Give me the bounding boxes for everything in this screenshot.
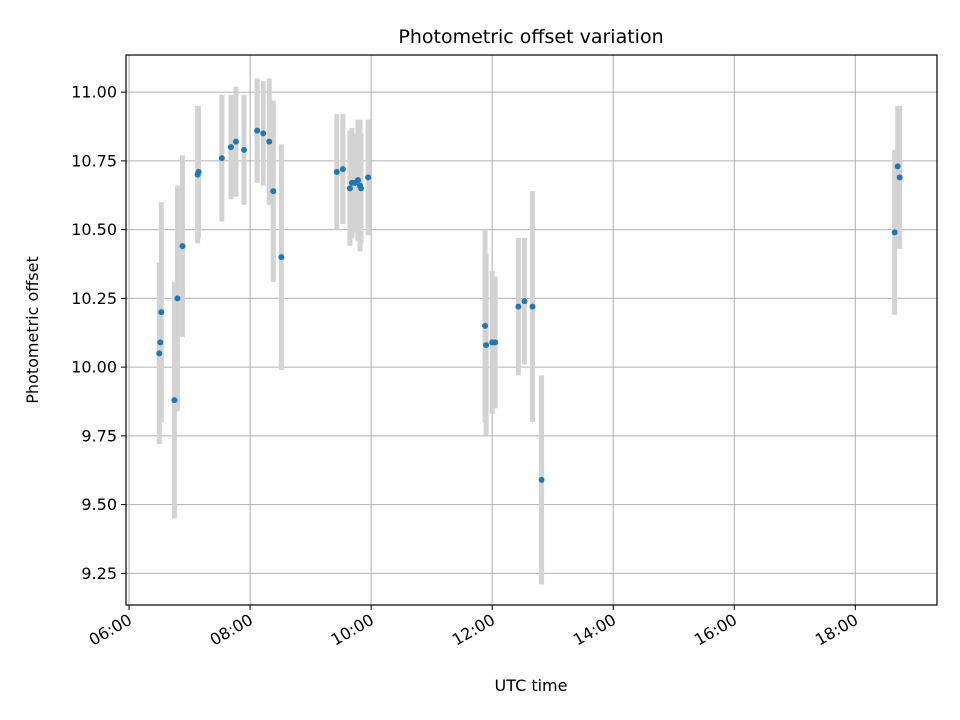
data-point: [254, 127, 261, 134]
y-tick-label: 9.25: [81, 564, 117, 583]
y-axis-label: Photometric offset: [23, 256, 42, 404]
data-point: [482, 322, 489, 329]
data-point: [278, 254, 285, 261]
y-tick-label: 9.50: [81, 495, 117, 514]
x-tick-label: 16:00: [691, 610, 740, 650]
chart-title: Photometric offset variation: [398, 26, 663, 48]
plot-frame: [125, 54, 938, 606]
y-tick-label: 9.75: [81, 426, 117, 445]
x-tick-label: 08:00: [207, 610, 256, 650]
x-tick-label: 12:00: [449, 610, 498, 650]
data-point: [241, 146, 248, 153]
x-tick-label: 18:00: [812, 610, 861, 650]
x-axis-label: UTC time: [495, 676, 568, 695]
data-point: [355, 177, 362, 184]
data-point: [538, 476, 545, 483]
data-point: [174, 295, 181, 302]
data-point: [483, 342, 490, 349]
error-bars: [156, 78, 903, 585]
y-tick-label: 11.00: [71, 83, 117, 102]
data-point: [266, 138, 273, 145]
data-point: [339, 166, 346, 173]
data-point: [260, 130, 267, 137]
data-point: [171, 397, 178, 404]
data-point: [179, 243, 186, 250]
data-point: [270, 188, 277, 195]
data-point: [346, 185, 353, 192]
data-point: [158, 309, 165, 316]
y-tick-label: 10.00: [71, 358, 117, 377]
y-tick-label: 10.50: [71, 220, 117, 239]
data-point: [358, 185, 365, 192]
data-point: [492, 339, 499, 346]
data-point: [896, 174, 903, 181]
data-point: [232, 138, 239, 145]
data-point: [521, 298, 528, 305]
data-point: [529, 303, 536, 310]
data-point: [894, 163, 901, 170]
data-point: [218, 155, 225, 162]
data-point: [891, 229, 898, 236]
data-points: [156, 127, 903, 483]
y-axis-ticks: 9.25 9.50 9.75 10.00 10.25 10.50 10.75 11.00: [71, 83, 126, 583]
x-axis-ticks: 06:00 08:00 10:00 12:00 14:00 16:00 18:00: [86, 605, 861, 650]
x-tick-label: 10:00: [328, 610, 377, 650]
data-point: [365, 174, 372, 181]
data-point: [157, 339, 164, 346]
y-tick-label: 10.75: [71, 151, 117, 170]
data-point: [195, 168, 202, 175]
x-tick-label: 06:00: [86, 610, 135, 650]
y-tick-label: 10.25: [71, 289, 117, 308]
data-point: [156, 350, 163, 357]
x-tick-label: 14:00: [570, 610, 619, 650]
data-point: [333, 168, 340, 175]
data-point: [515, 303, 522, 310]
data-point: [227, 144, 234, 151]
